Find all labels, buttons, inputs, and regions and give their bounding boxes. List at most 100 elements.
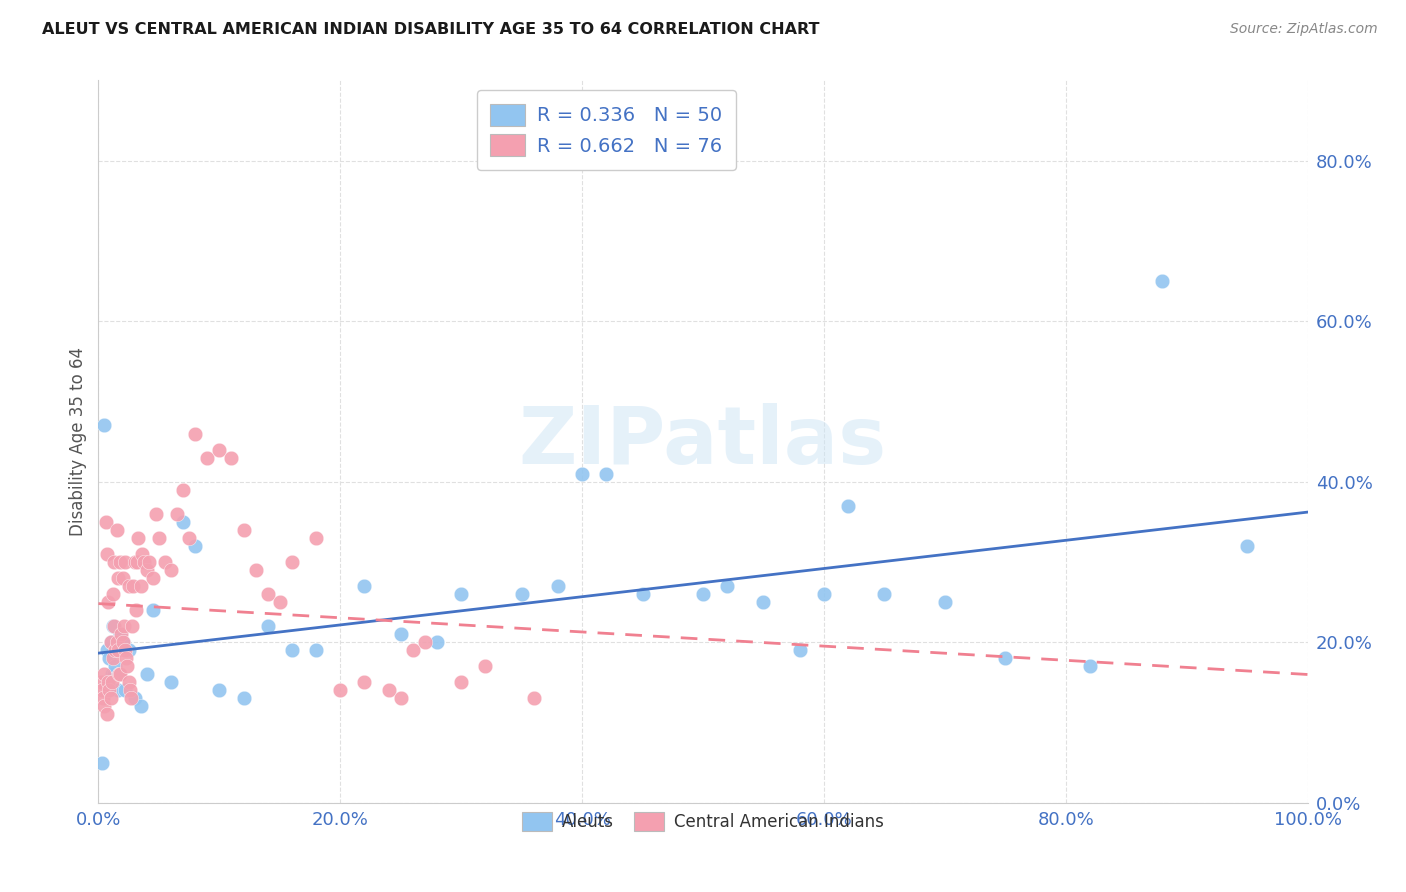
Point — [789, 643, 811, 657]
Point — [125, 603, 148, 617]
Point — [101, 619, 124, 633]
Text: Source: ZipAtlas.com: Source: ZipAtlas.com — [1230, 22, 1378, 37]
Point — [873, 587, 896, 601]
Point — [100, 635, 122, 649]
Point — [111, 635, 134, 649]
Point — [1078, 659, 1101, 673]
Point — [93, 667, 115, 681]
Point — [523, 691, 546, 706]
Point — [160, 675, 183, 690]
Point — [122, 579, 145, 593]
Point — [103, 619, 125, 633]
Point — [98, 683, 121, 698]
Point — [934, 595, 956, 609]
Point — [145, 507, 167, 521]
Legend: Aleuts, Central American Indians: Aleuts, Central American Indians — [516, 805, 890, 838]
Point — [1152, 274, 1174, 288]
Point — [103, 667, 125, 681]
Point — [135, 563, 157, 577]
Point — [994, 651, 1017, 665]
Point — [837, 499, 859, 513]
Text: ALEUT VS CENTRAL AMERICAN INDIAN DISABILITY AGE 35 TO 64 CORRELATION CHART: ALEUT VS CENTRAL AMERICAN INDIAN DISABIL… — [42, 22, 820, 37]
Point — [108, 667, 131, 681]
Text: ZIPatlas: ZIPatlas — [519, 402, 887, 481]
Point — [121, 619, 143, 633]
Point — [100, 691, 122, 706]
Point — [245, 563, 267, 577]
Point — [107, 643, 129, 657]
Point — [111, 571, 134, 585]
Point — [108, 667, 131, 681]
Point — [256, 619, 278, 633]
Point — [115, 651, 138, 665]
Point — [107, 683, 129, 698]
Point — [110, 627, 132, 641]
Point — [118, 675, 141, 690]
Point — [389, 691, 412, 706]
Point — [269, 595, 291, 609]
Point — [127, 531, 149, 545]
Point — [97, 595, 120, 609]
Point — [114, 643, 136, 657]
Point — [631, 587, 654, 601]
Point — [172, 515, 194, 529]
Point — [281, 555, 304, 569]
Point — [103, 555, 125, 569]
Point — [752, 595, 775, 609]
Point — [426, 635, 449, 649]
Point — [184, 539, 207, 553]
Point — [129, 579, 152, 593]
Point — [104, 643, 127, 657]
Point — [98, 651, 121, 665]
Point — [100, 635, 122, 649]
Point — [90, 675, 112, 690]
Point — [166, 507, 188, 521]
Point — [108, 627, 131, 641]
Point — [208, 442, 231, 457]
Point — [97, 675, 120, 690]
Point — [232, 523, 254, 537]
Point — [135, 667, 157, 681]
Point — [105, 635, 128, 649]
Point — [112, 619, 135, 633]
Point — [353, 675, 375, 690]
Point — [131, 547, 153, 561]
Point — [256, 587, 278, 601]
Point — [97, 675, 120, 690]
Point — [118, 579, 141, 593]
Point — [413, 635, 436, 649]
Point — [105, 523, 128, 537]
Point — [305, 531, 328, 545]
Point — [114, 683, 136, 698]
Point — [389, 627, 412, 641]
Point — [108, 555, 131, 569]
Point — [91, 683, 114, 698]
Point — [104, 659, 127, 673]
Point — [142, 571, 165, 585]
Y-axis label: Disability Age 35 to 64: Disability Age 35 to 64 — [69, 347, 87, 536]
Point — [124, 555, 146, 569]
Point — [111, 635, 134, 649]
Point — [108, 667, 131, 681]
Point — [716, 579, 738, 593]
Point — [402, 643, 425, 657]
Point — [91, 756, 114, 770]
Point — [232, 691, 254, 706]
Point — [221, 450, 243, 465]
Point — [692, 587, 714, 601]
Point — [281, 643, 304, 657]
Point — [184, 426, 207, 441]
Point — [153, 555, 176, 569]
Point — [129, 699, 152, 714]
Point — [195, 450, 218, 465]
Point — [118, 683, 141, 698]
Point — [100, 667, 122, 681]
Point — [120, 691, 142, 706]
Point — [105, 635, 128, 649]
Point — [96, 707, 118, 722]
Point — [134, 555, 156, 569]
Point — [179, 531, 201, 545]
Point — [142, 603, 165, 617]
Point — [148, 531, 170, 545]
Point — [93, 699, 115, 714]
